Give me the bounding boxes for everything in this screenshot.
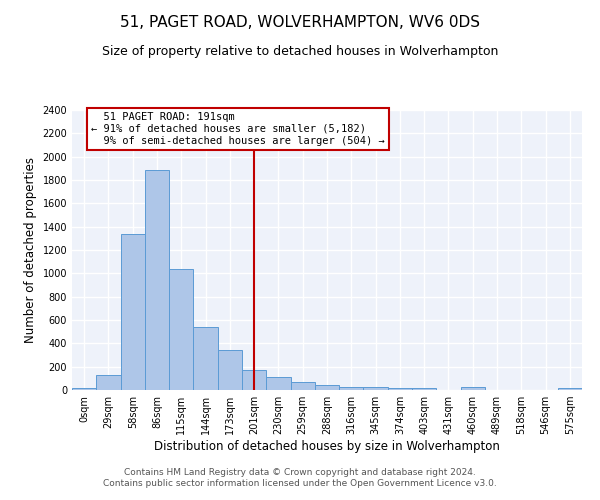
Bar — [121, 234, 145, 390]
Bar — [388, 388, 412, 390]
Text: Size of property relative to detached houses in Wolverhampton: Size of property relative to detached ho… — [102, 45, 498, 58]
Text: 51 PAGET ROAD: 191sqm
← 91% of detached houses are smaller (5,182)
  9% of semi-: 51 PAGET ROAD: 191sqm ← 91% of detached … — [91, 112, 385, 146]
X-axis label: Distribution of detached houses by size in Wolverhampton: Distribution of detached houses by size … — [154, 440, 500, 453]
Bar — [461, 387, 485, 390]
Text: 51, PAGET ROAD, WOLVERHAMPTON, WV6 0DS: 51, PAGET ROAD, WOLVERHAMPTON, WV6 0DS — [120, 15, 480, 30]
Bar — [412, 388, 436, 390]
Bar — [193, 327, 218, 390]
Bar — [242, 370, 266, 390]
Y-axis label: Number of detached properties: Number of detached properties — [24, 157, 37, 343]
Bar — [218, 350, 242, 390]
Bar — [315, 385, 339, 390]
Bar — [339, 386, 364, 390]
Bar — [364, 387, 388, 390]
Bar — [169, 268, 193, 390]
Bar — [266, 377, 290, 390]
Bar — [558, 388, 582, 390]
Text: Contains HM Land Registry data © Crown copyright and database right 2024.
Contai: Contains HM Land Registry data © Crown c… — [103, 468, 497, 487]
Bar — [290, 382, 315, 390]
Bar — [145, 170, 169, 390]
Bar — [72, 388, 96, 390]
Bar — [96, 376, 121, 390]
